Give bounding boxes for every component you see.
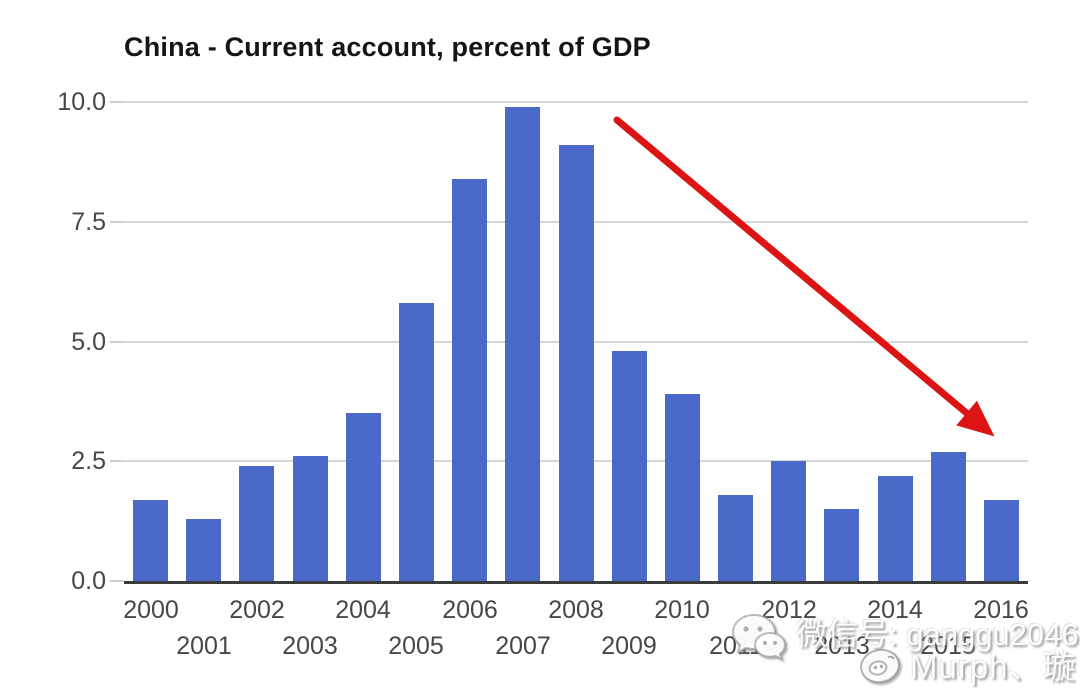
y-tick-label: 7.5 [71, 207, 106, 236]
bar-2000 [133, 500, 168, 581]
bar-2012 [771, 461, 806, 581]
chart-title: China - Current account, percent of GDP [124, 32, 651, 62]
y-tick-label: 2.5 [71, 447, 106, 476]
x-tick-label-2000: 2000 [123, 596, 179, 624]
gridline-10.0 [124, 101, 1028, 103]
bar-2011 [718, 495, 753, 581]
x-tick-label-2013: 2013 [814, 632, 870, 660]
plot-area: 0.0 2.5 5.0 7.5 10.0 2000 2001 2002 2003 2004 2005… [57, 89, 1028, 660]
y-tick-label: 5.0 [71, 327, 106, 356]
x-tick-label-2007: 2007 [495, 632, 551, 660]
bar-2006 [452, 179, 487, 581]
x-tick-label-2001: 2001 [176, 632, 232, 660]
bar-2010 [665, 394, 700, 581]
x-tick-label-2005: 2005 [388, 632, 444, 660]
watermark-wechat-id: 微信号: ganggu2046 [796, 617, 1079, 652]
x-tick-label-2012: 2012 [761, 596, 817, 624]
bar-2008 [559, 145, 594, 581]
y-axis-tick [110, 101, 124, 103]
y-axis-tick [110, 220, 124, 223]
x-tick-label-2016: 2016 [973, 596, 1029, 624]
y-axis-tick [110, 340, 124, 343]
y-axis-tick [110, 460, 124, 463]
watermark-author: Murph、璇 [910, 648, 1077, 685]
y-tick-label: 10.0 [57, 88, 106, 116]
watermark: 微信号: ganggu2046 Murph、璇 [690, 603, 1080, 690]
bar-2014 [878, 476, 913, 581]
bar-2007 [505, 107, 540, 581]
x-tick-label-2015: 2015 [920, 632, 976, 660]
bar-2004 [346, 413, 381, 581]
bar-2009 [612, 351, 647, 581]
x-tick-label-2006: 2006 [442, 596, 498, 624]
x-tick-label-2008: 2008 [548, 596, 604, 624]
bar-2005 [399, 303, 434, 581]
bar-2015 [931, 452, 966, 581]
y-axis-tick [110, 580, 124, 582]
bar-2016 [984, 500, 1019, 581]
y-tick-label: 0.0 [71, 567, 106, 595]
pig-emoji-icon [860, 648, 900, 684]
x-tick-label-2010: 2010 [654, 596, 710, 624]
bar-2002 [239, 466, 274, 581]
wechat-icon [731, 613, 787, 661]
bar-2001 [186, 519, 221, 581]
x-tick-label-2009: 2009 [601, 632, 657, 660]
x-tick-label-2014: 2014 [867, 596, 923, 624]
bar-2003 [293, 456, 328, 581]
x-tick-label-2004: 2004 [335, 596, 391, 624]
x-tick-label-2002: 2002 [229, 596, 285, 624]
x-tick-label-2003: 2003 [282, 632, 338, 660]
bar-2013 [824, 509, 859, 581]
